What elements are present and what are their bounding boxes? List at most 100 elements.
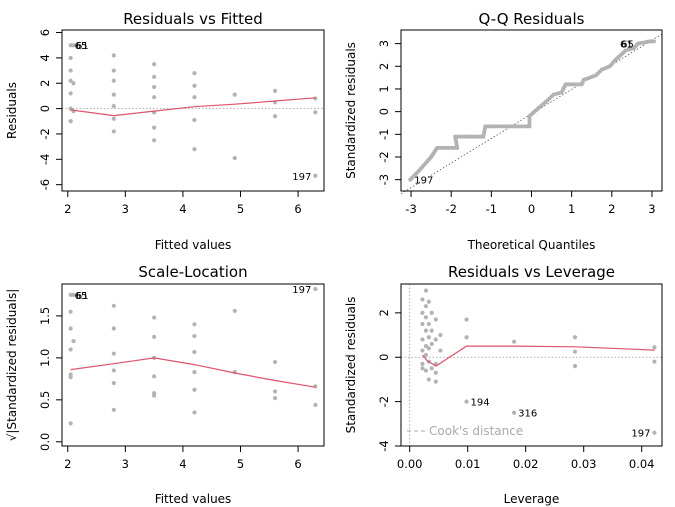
- residuals-vs-leverage-point: [464, 317, 469, 322]
- residuals-vs-leverage-title: Residuals vs Leverage: [448, 263, 615, 281]
- qq-residuals-point: [651, 39, 656, 44]
- scale-location-y-tick-label: 0.0: [38, 433, 52, 451]
- residuals-vs-fitted-frame: [61, 29, 325, 192]
- residuals-vs-leverage-point: [464, 399, 469, 404]
- residuals-vs-fitted-y-axis-label: Residuals: [5, 82, 19, 139]
- residuals-vs-leverage-point-label: 316: [518, 409, 537, 420]
- scale-location-y-axis-label: √|Standardized residuals|: [5, 289, 19, 442]
- residuals-vs-leverage-point: [433, 379, 438, 384]
- qq-residuals-x-tick-label: 3: [648, 202, 655, 216]
- residuals-vs-leverage-x-axis-label: Leverage: [504, 492, 560, 506]
- residuals-vs-fitted-point: [68, 91, 73, 96]
- qq-residuals-y-tick-label: 3: [377, 40, 391, 47]
- residuals-vs-leverage-point: [652, 345, 657, 350]
- residuals-vs-leverage-point: [426, 335, 431, 340]
- residuals-vs-leverage-point: [420, 348, 425, 353]
- residuals-vs-fitted-point: [71, 43, 76, 48]
- residuals-vs-fitted-point: [192, 71, 197, 76]
- residuals-vs-fitted-point: [152, 125, 157, 130]
- residuals-vs-leverage-point: [429, 310, 434, 315]
- scale-location-point: [68, 347, 73, 352]
- residuals-vs-fitted-point-label: 65: [75, 41, 88, 52]
- scale-location-point: [272, 359, 278, 365]
- residuals-vs-leverage-point: [511, 410, 517, 415]
- residuals-vs-fitted-point: [272, 114, 278, 119]
- scale-location-x-tick-label: 5: [237, 457, 244, 471]
- scale-location-point: [68, 421, 73, 426]
- residuals-vs-fitted-y-tick-label: 4: [38, 54, 52, 61]
- residuals-vs-fitted-smooth-line: [70, 97, 316, 117]
- residuals-vs-fitted-point: [111, 116, 116, 121]
- scale-location-x-axis-label: Fitted values: [155, 492, 232, 506]
- scale-location-point-label: 61: [76, 291, 89, 302]
- residuals-vs-leverage-frame: [400, 283, 663, 447]
- scale-location-point-label: 65: [75, 291, 88, 302]
- residuals-vs-leverage-point: [420, 361, 425, 366]
- scale-location-point: [192, 349, 197, 355]
- residuals-vs-fitted-y-tick-label: -2: [38, 128, 52, 139]
- scale-location-y-tick-label: 0.5: [38, 391, 52, 409]
- qq-residuals-x-tick-label: 1: [568, 202, 575, 216]
- residuals-vs-fitted-point: [313, 110, 318, 115]
- scale-location-point: [192, 333, 197, 339]
- qq-residuals-point-label: 65: [621, 40, 634, 51]
- residuals-vs-leverage-point: [572, 335, 578, 340]
- qq-residuals-point-label: 61: [620, 40, 633, 51]
- residuals-vs-leverage-panel: Residuals vs Leverage 194 316 197 Cook's dis…: [344, 263, 663, 506]
- residuals-vs-leverage-point: [426, 377, 431, 382]
- residuals-vs-fitted-point: [192, 83, 197, 88]
- scale-location-point: [111, 407, 116, 413]
- scale-location-point: [111, 380, 116, 386]
- scale-location-y-tick-label: 1.0: [38, 349, 52, 367]
- scale-location-point: [71, 338, 76, 344]
- scale-location-x-tick-label: 3: [122, 457, 129, 471]
- scale-location-title: Scale-Location: [138, 263, 247, 281]
- residuals-vs-leverage-point: [572, 364, 578, 369]
- scale-location-point: [152, 393, 157, 398]
- qq-residuals-x-tick-label: 2: [608, 202, 615, 216]
- scale-location-point: [272, 396, 278, 401]
- residuals-vs-fitted-point: [111, 92, 116, 97]
- scale-location-point: [313, 402, 318, 407]
- residuals-vs-fitted-point-label: 197: [292, 172, 311, 183]
- scale-location-point: [192, 322, 197, 327]
- qq-residuals-y-tick-label: -3: [377, 174, 391, 185]
- scale-location-point: [111, 326, 116, 331]
- scale-location-point: [111, 303, 116, 308]
- residuals-vs-leverage-point: [464, 335, 469, 340]
- scale-location-point: [68, 375, 73, 380]
- qq-residuals-x-tick-label: -2: [445, 202, 456, 216]
- residuals-vs-fitted-point: [111, 68, 116, 73]
- residuals-vs-leverage-point: [438, 348, 443, 353]
- residuals-vs-leverage-point: [423, 352, 429, 358]
- residuals-vs-fitted-point: [152, 95, 157, 100]
- residuals-vs-fitted-point: [111, 103, 116, 109]
- qq-residuals-y-tick-label: 1: [377, 85, 391, 92]
- residuals-vs-fitted-x-axis-label: Fitted values: [155, 238, 232, 252]
- residuals-vs-leverage-point: [423, 368, 429, 373]
- residuals-vs-fitted-point: [68, 119, 73, 124]
- residuals-vs-leverage-point: [426, 299, 431, 304]
- scale-location-point: [313, 286, 318, 292]
- qq-residuals-y-tick-label: -1: [377, 129, 391, 140]
- residuals-vs-leverage-point: [572, 349, 578, 354]
- residuals-vs-fitted-x-tick-label: 4: [179, 202, 186, 216]
- residuals-vs-leverage-point: [433, 337, 438, 342]
- residuals-vs-leverage-point: [511, 339, 517, 344]
- residuals-vs-leverage-y-tick-label: 0: [377, 354, 391, 361]
- residuals-vs-fitted-point: [152, 138, 157, 143]
- residuals-vs-leverage-point: [420, 366, 425, 371]
- qq-residuals-y-tick-label: 0: [377, 108, 391, 115]
- residuals-vs-leverage-point: [423, 288, 429, 293]
- residuals-vs-fitted-point: [152, 74, 157, 80]
- residuals-vs-leverage-point: [426, 346, 431, 351]
- residuals-vs-fitted-point: [192, 95, 197, 100]
- scale-location-point: [152, 334, 157, 339]
- residuals-vs-leverage-y-axis-label: Standardized residuals: [344, 297, 358, 434]
- residuals-vs-fitted-point: [68, 43, 73, 48]
- residuals-vs-fitted-y-tick-label: -4: [38, 154, 52, 165]
- residuals-vs-fitted-point: [71, 81, 76, 86]
- residuals-vs-leverage-y-tick-label: 2: [377, 309, 391, 316]
